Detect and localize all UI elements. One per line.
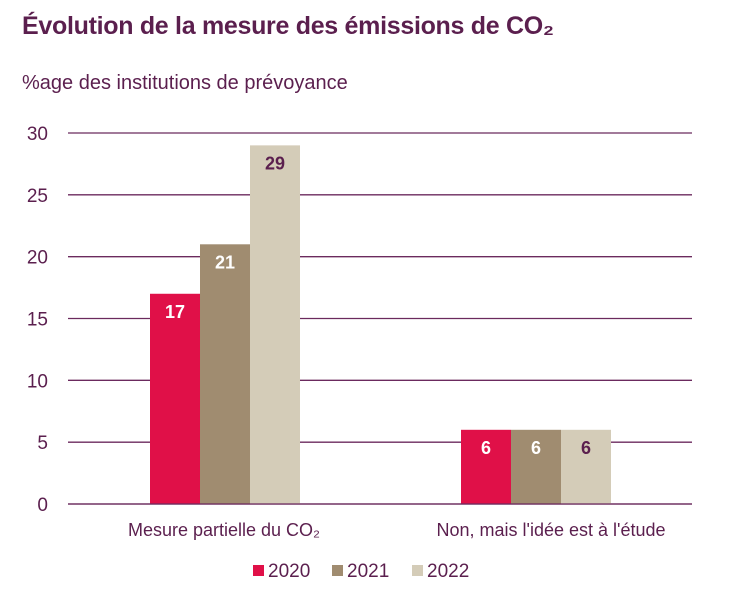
data-label: 6 (581, 438, 591, 458)
y-tick-label: 15 (27, 310, 48, 331)
bar-2020 (461, 429, 511, 504)
chart-title: Évolution de la mesure des émissions de … (22, 12, 554, 40)
y-tick-label: 10 (27, 371, 48, 392)
data-label: 29 (265, 153, 285, 173)
x-category-label: Non, mais l'idée est à l'étude (437, 520, 666, 540)
data-label: 6 (531, 438, 541, 458)
bar-2022 (250, 145, 300, 504)
bar-2021 (511, 429, 561, 504)
legend-swatch-2022 (412, 565, 423, 576)
legend-label: 2022 (427, 561, 469, 582)
legend-swatch-2020 (253, 565, 264, 576)
y-tick-label: 30 (27, 124, 48, 145)
y-tick-label: 25 (27, 186, 48, 207)
legend-label: 2020 (268, 561, 310, 582)
bar-2022 (561, 429, 611, 504)
bar-2020 (150, 293, 200, 504)
y-tick-label: 0 (37, 495, 48, 516)
data-label: 6 (481, 438, 491, 458)
bar-2021 (200, 244, 250, 505)
legend-swatch-2021 (332, 565, 343, 576)
y-tick-label: 5 (37, 433, 48, 454)
data-label: 17 (165, 302, 185, 322)
x-category-label: Mesure partielle du CO₂ (128, 520, 320, 540)
legend-label: 2021 (347, 561, 389, 582)
chart-subtitle: %age des institutions de prévoyance (22, 72, 348, 94)
y-tick-label: 20 (27, 248, 48, 269)
data-label: 21 (215, 252, 235, 272)
